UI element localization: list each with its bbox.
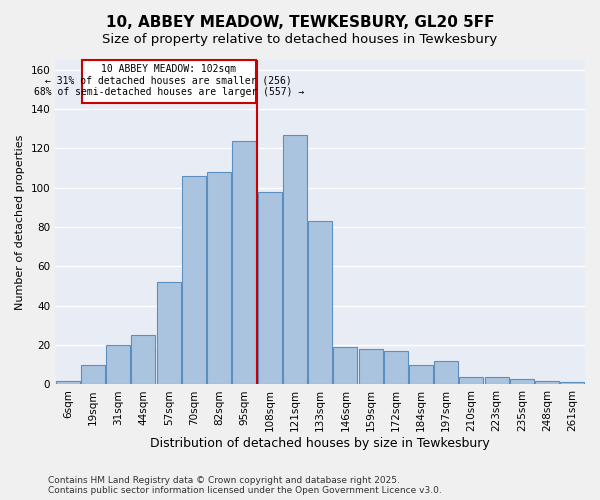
Bar — [409, 365, 433, 384]
Bar — [106, 345, 130, 385]
X-axis label: Distribution of detached houses by size in Tewkesbury: Distribution of detached houses by size … — [150, 437, 490, 450]
FancyBboxPatch shape — [82, 60, 256, 104]
Text: 10, ABBEY MEADOW, TEWKESBURY, GL20 5FF: 10, ABBEY MEADOW, TEWKESBURY, GL20 5FF — [106, 15, 494, 30]
Bar — [535, 380, 559, 384]
Bar — [207, 172, 231, 384]
Bar — [257, 192, 281, 384]
Text: 68% of semi-detached houses are larger (557) →: 68% of semi-detached houses are larger (… — [34, 88, 304, 98]
Bar — [359, 349, 383, 384]
Bar — [560, 382, 584, 384]
Bar — [308, 221, 332, 384]
Bar — [384, 351, 408, 384]
Text: 10 ABBEY MEADOW: 102sqm: 10 ABBEY MEADOW: 102sqm — [101, 64, 236, 74]
Y-axis label: Number of detached properties: Number of detached properties — [15, 134, 25, 310]
Bar — [434, 361, 458, 384]
Bar — [460, 376, 484, 384]
Text: ← 31% of detached houses are smaller (256): ← 31% of detached houses are smaller (25… — [46, 76, 292, 86]
Bar — [182, 176, 206, 384]
Bar — [485, 376, 509, 384]
Bar — [510, 378, 534, 384]
Bar — [283, 134, 307, 384]
Bar — [157, 282, 181, 384]
Text: Contains HM Land Registry data © Crown copyright and database right 2025.
Contai: Contains HM Land Registry data © Crown c… — [48, 476, 442, 495]
Text: Size of property relative to detached houses in Tewkesbury: Size of property relative to detached ho… — [103, 32, 497, 46]
Bar — [334, 347, 357, 385]
Bar — [232, 140, 256, 384]
Bar — [131, 336, 155, 384]
Bar — [81, 365, 105, 384]
Bar — [56, 380, 80, 384]
